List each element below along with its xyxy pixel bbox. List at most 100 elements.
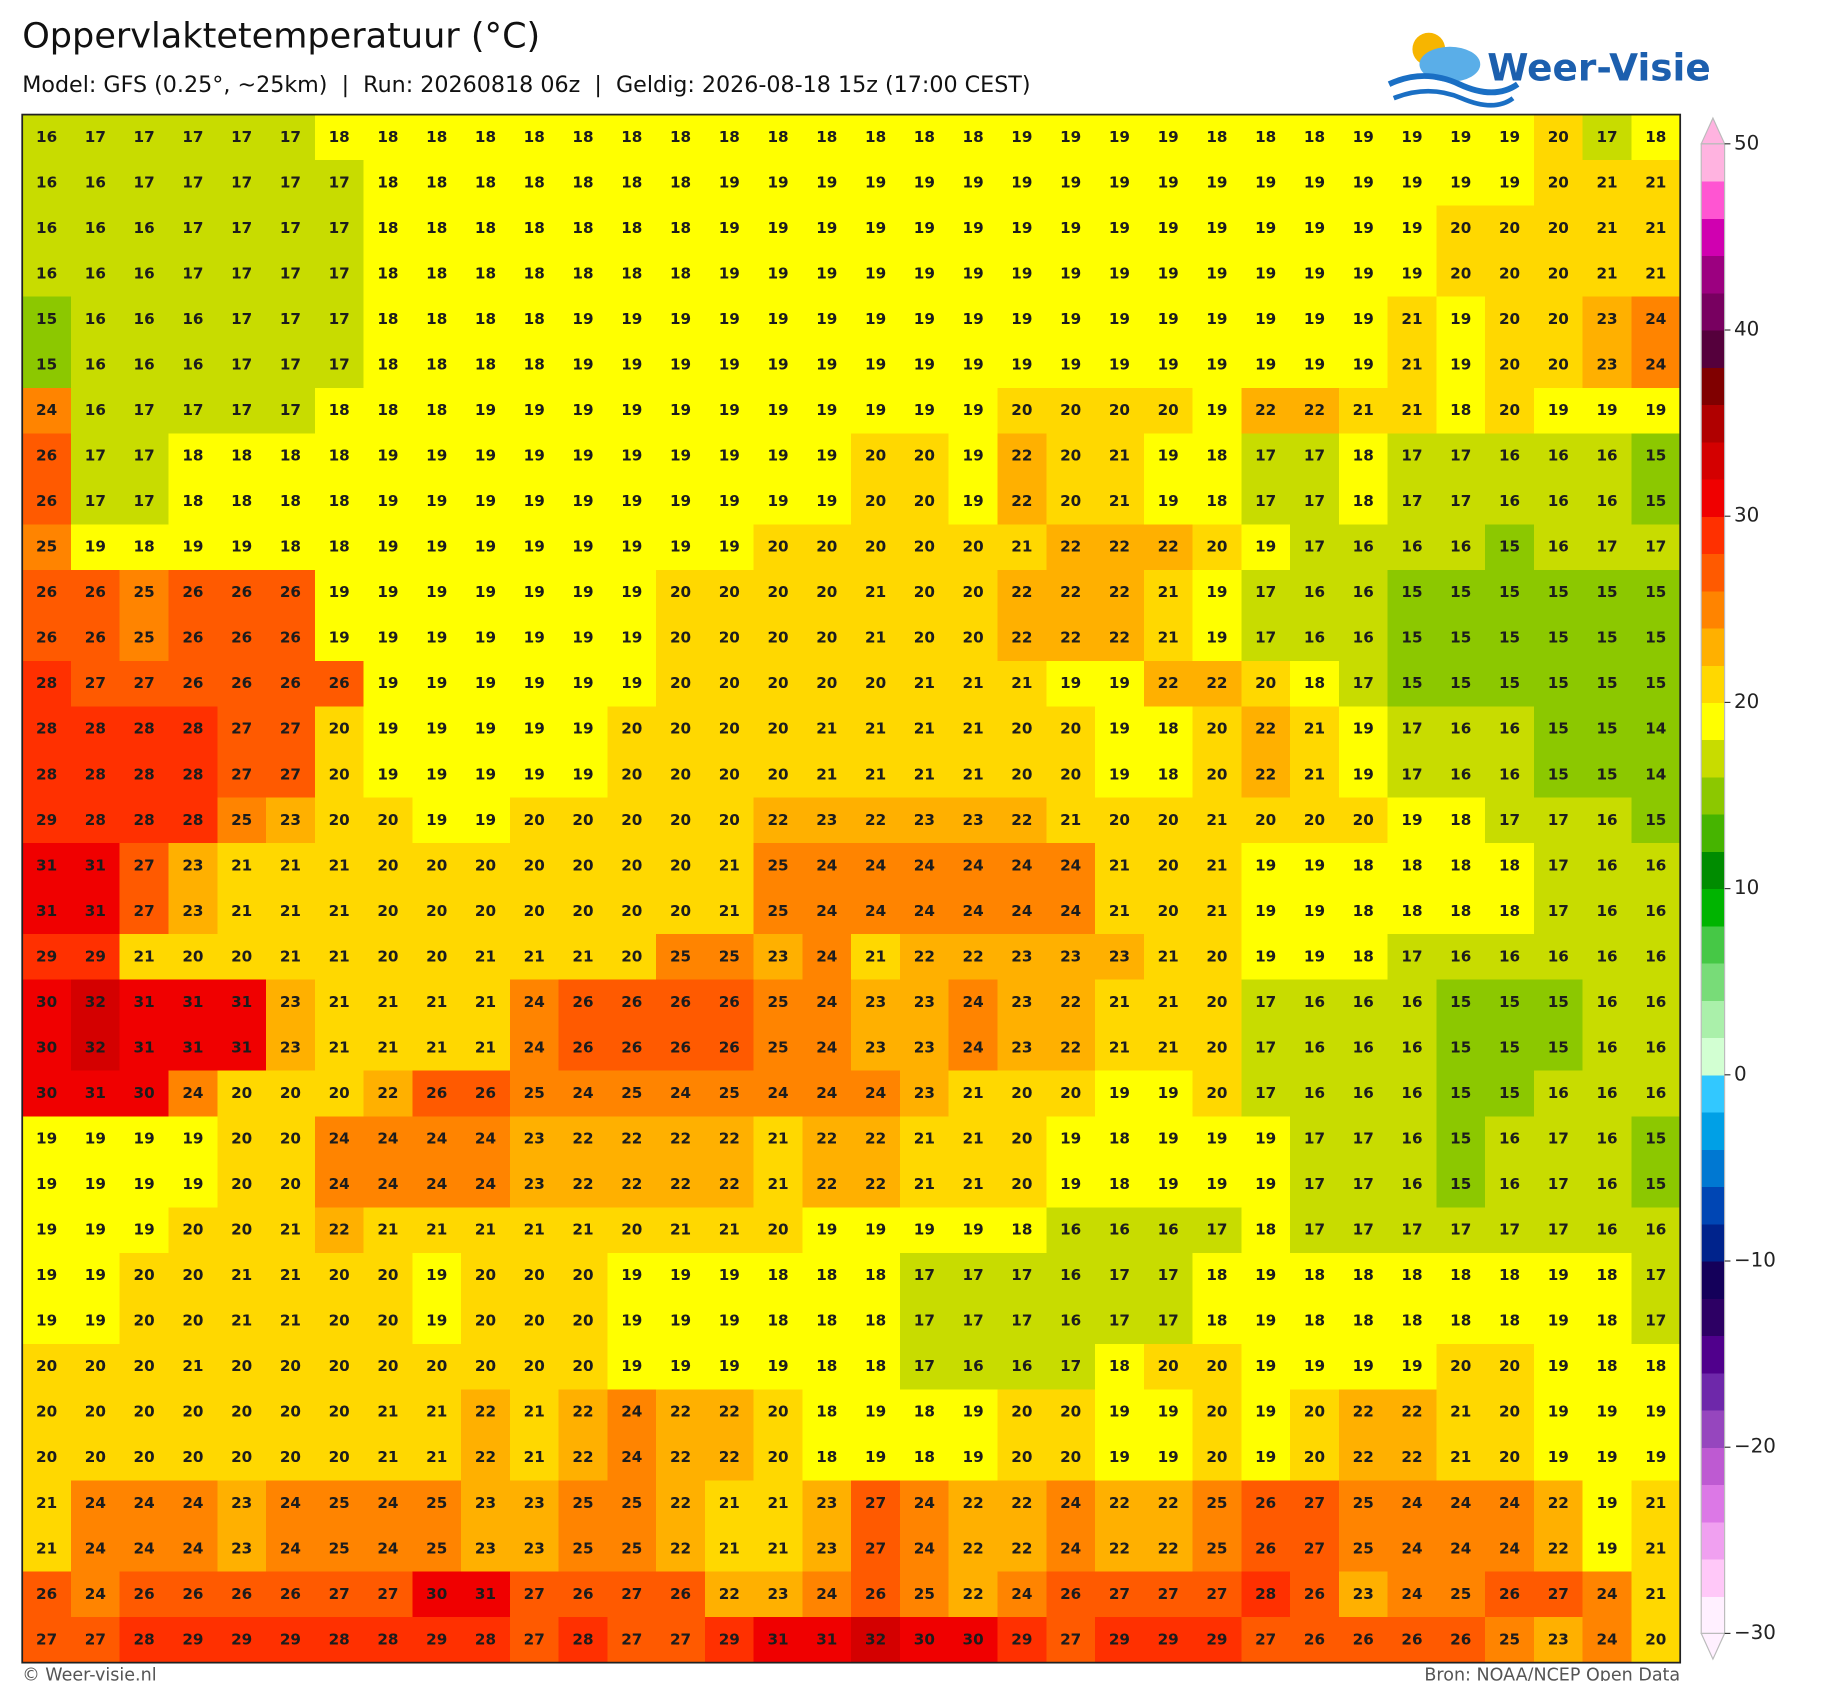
temperature-value: 18 [621, 173, 642, 191]
temperature-cell [70, 524, 121, 571]
temperature-value: 24 [426, 1130, 447, 1148]
temperature-cell [1485, 114, 1535, 161]
temperature-value: 20 [1060, 1084, 1081, 1102]
temperature-cell [1290, 752, 1340, 799]
temperature-cell [948, 1617, 999, 1664]
temperature-value: 15 [36, 356, 57, 374]
temperature-cell [119, 114, 170, 161]
temperature-value: 20 [865, 492, 886, 510]
temperature-cell [1192, 843, 1243, 890]
temperature-cell [1046, 615, 1096, 662]
temperature-value: 19 [1158, 356, 1179, 374]
temperature-value: 19 [719, 173, 740, 191]
temperature-value: 18 [816, 1312, 837, 1330]
temperature-cell [1192, 1070, 1243, 1117]
temperature-value: 19 [475, 492, 496, 510]
temperature-cell [412, 160, 462, 207]
temperature-cell [1485, 1070, 1535, 1117]
temperature-value: 16 [1499, 947, 1520, 965]
temperature-cell [1387, 660, 1438, 708]
temperature-value: 28 [134, 765, 155, 783]
temperature-value: 17 [280, 128, 301, 146]
temperature-cell [168, 251, 218, 298]
temperature-value: 18 [329, 447, 350, 465]
temperature-cell [509, 1343, 560, 1391]
temperature-cell [1241, 1116, 1291, 1163]
temperature-value: 21 [231, 902, 252, 920]
temperature-cell [266, 160, 316, 207]
temperature-value: 19 [475, 538, 496, 556]
colorbar-tick-label: −20 [1734, 1435, 1776, 1458]
temperature-cell [1533, 797, 1584, 844]
temperature-cell [1192, 296, 1243, 343]
temperature-cell [70, 1116, 121, 1163]
temperature-value: 20 [524, 811, 545, 829]
temperature-value: 19 [621, 583, 642, 601]
temperature-cell [1192, 1526, 1243, 1573]
temperature-cell [70, 934, 121, 981]
temperature-value: 19 [1206, 401, 1227, 419]
temperature-value: 18 [1401, 1266, 1422, 1284]
temperature-value: 28 [329, 1630, 350, 1648]
temperature-value: 19 [572, 765, 593, 783]
temperature-cell [1290, 1207, 1340, 1254]
temperature-cell [412, 1526, 462, 1573]
temperature-value: 19 [1060, 310, 1081, 328]
temperature-cell [1436, 1480, 1486, 1527]
temperature-cell [1290, 1526, 1340, 1573]
temperature-cell [802, 843, 852, 890]
temperature-cell [753, 205, 804, 252]
temperature-value: 18 [767, 1266, 788, 1284]
temperature-cell [412, 752, 462, 799]
temperature-cell [1095, 1434, 1145, 1482]
temperature-value: 20 [134, 1357, 155, 1375]
temperature-value: 20 [1060, 765, 1081, 783]
temperature-value: 20 [524, 1312, 545, 1330]
temperature-value: 21 [1158, 993, 1179, 1011]
temperature-cell [899, 342, 950, 389]
temperature-cell [704, 1389, 755, 1436]
temperature-cell [1387, 752, 1438, 799]
temperature-value: 24 [524, 1038, 545, 1056]
temperature-cell [899, 433, 950, 480]
temperature-cell [412, 797, 462, 844]
temperature-cell [461, 1161, 511, 1209]
temperature-value: 19 [1353, 264, 1374, 282]
temperature-cell [461, 1480, 511, 1527]
temperature-value: 18 [426, 128, 447, 146]
temperature-cell [656, 387, 706, 435]
temperature-value: 18 [963, 128, 984, 146]
temperature-cell [1338, 569, 1389, 617]
temperature-value: 18 [1158, 765, 1179, 783]
temperature-value: 16 [963, 1357, 984, 1375]
temperature-cell [851, 1343, 901, 1391]
temperature-cell [1143, 205, 1194, 252]
temperature-value: 20 [1499, 401, 1520, 419]
temperature-value: 23 [1060, 947, 1081, 965]
temperature-cell [1143, 1116, 1194, 1163]
temperature-cell [22, 387, 72, 435]
temperature-value: 18 [329, 128, 350, 146]
temperature-value: 18 [1206, 1266, 1227, 1284]
temperature-value: 28 [36, 674, 57, 692]
temperature-cell [1338, 1480, 1389, 1527]
temperature-cell [461, 797, 511, 844]
temperature-cell [1338, 478, 1389, 526]
temperature-value: 19 [1450, 173, 1471, 191]
temperature-cell [217, 114, 267, 161]
temperature-value: 19 [475, 720, 496, 738]
temperature-value: 19 [914, 401, 935, 419]
temperature-value: 19 [1304, 902, 1325, 920]
temperature-cell [1241, 569, 1291, 617]
temperature-cell [363, 1070, 414, 1117]
temperature-value: 21 [329, 856, 350, 874]
temperature-value: 21 [1401, 401, 1422, 419]
temperature-cell [509, 1252, 560, 1300]
temperature-cell [412, 342, 462, 389]
colorbar-tick-label: 10 [1734, 876, 1759, 899]
temperature-value: 24 [621, 1448, 642, 1466]
temperature-cell [1241, 114, 1291, 161]
temperature-value: 16 [36, 173, 57, 191]
temperature-value: 19 [816, 401, 837, 419]
temperature-value: 16 [1645, 1038, 1666, 1056]
